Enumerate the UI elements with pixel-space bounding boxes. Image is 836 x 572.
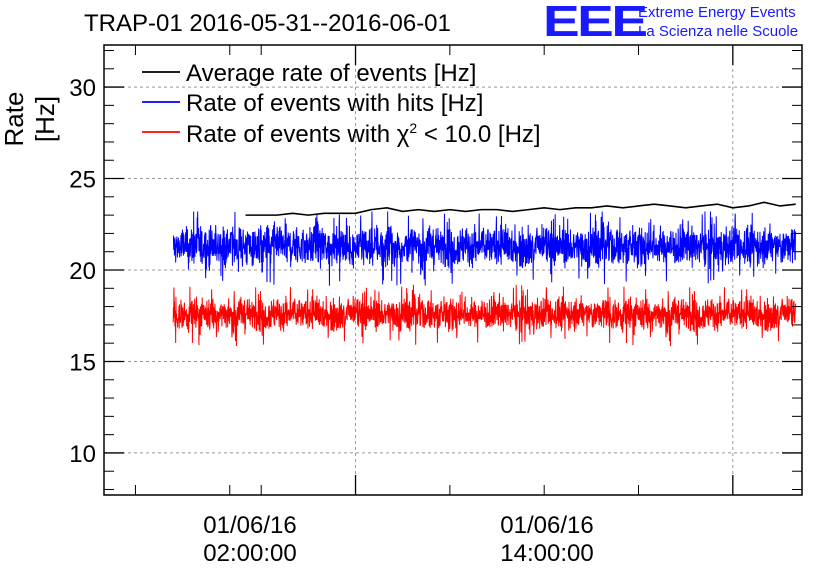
x-tick-label-0: 01/06/16 02:00:00 [180, 512, 320, 568]
legend-chi2-suffix: < 10.0 [Hz] [417, 121, 541, 148]
y-tick-label-1: 15 [69, 349, 96, 376]
chart-title: TRAP-01 2016-05-31--2016-06-01 [84, 10, 451, 37]
x-tick-time-0: 02:00:00 [203, 540, 297, 567]
legend-chi2-sup: 2 [409, 120, 418, 136]
legend-label-chi2: Rate of events with χ2 < 10.0 [Hz] [186, 120, 541, 149]
legend-label-hits: Rate of events with hits [Hz] [186, 90, 484, 117]
legend-chi2-prefix: Rate of events with [186, 121, 397, 148]
x-tick-date-0: 01/06/16 [203, 512, 297, 539]
logo-mark: EEE [543, 0, 648, 46]
x-tick-date-1: 01/06/16 [500, 512, 594, 539]
y-axis-label: Rate [Hz] [0, 91, 60, 147]
series-line-average [245, 201, 796, 216]
y-tick-label-2: 20 [69, 258, 96, 285]
x-tick-label-1: 01/06/16 14:00:00 [477, 512, 617, 568]
legend-chi2-symbol: χ [396, 121, 410, 148]
logo-line-2: La Scienza nelle Scuole [638, 23, 799, 40]
logo-line-1: Extreme Energy Events [638, 4, 796, 21]
y-tick-label-0: 10 [69, 441, 96, 468]
legend-label-average: Average rate of events [Hz] [186, 60, 477, 87]
x-tick-time-1: 14:00:00 [500, 540, 594, 567]
y-tick-label-4: 30 [69, 75, 96, 102]
series-line-hits [172, 211, 796, 286]
y-tick-label-3: 25 [69, 167, 96, 194]
series-line-chi2 [172, 284, 797, 346]
